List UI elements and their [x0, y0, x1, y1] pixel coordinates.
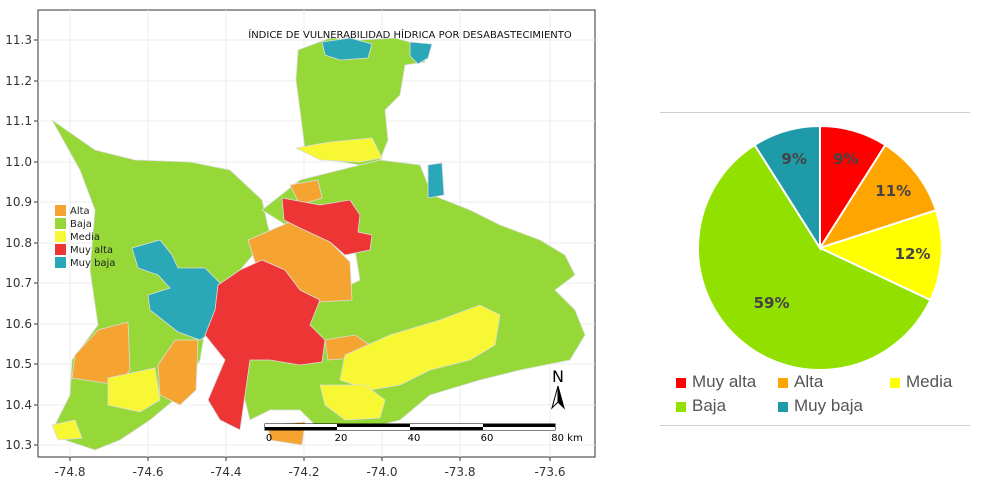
pie-data-label: 11% — [875, 182, 911, 200]
y-tick-label: 10.7 — [5, 276, 32, 290]
north-arrow: N — [551, 367, 565, 410]
x-tick-label: -73.8 — [444, 465, 475, 479]
region-alta — [157, 339, 199, 406]
pie-legend-label: Alta — [794, 372, 824, 391]
scale-bar-segment — [265, 427, 337, 430]
pie-slice-media — [817, 209, 943, 302]
region-media — [294, 137, 383, 163]
pie-data-label: 9% — [833, 150, 858, 168]
pie-slice-muy-baja — [753, 124, 821, 252]
chart-bottom-rule — [660, 425, 970, 426]
region-media — [107, 367, 161, 413]
pie-data-label: 9% — [781, 150, 806, 168]
legend-label: Baja — [70, 219, 92, 230]
pie-legend-swatch — [778, 377, 788, 388]
y-tick-label: 10.3 — [5, 438, 32, 452]
y-tick-label: 10.9 — [5, 195, 32, 209]
pie-slice-baja — [697, 143, 932, 371]
map-regions — [51, 37, 586, 451]
pie-legend-item: Media — [890, 372, 952, 392]
pie-legend-label: Muy alta — [692, 372, 757, 391]
region-muy-baja — [409, 41, 433, 65]
y-tick-label: 11.0 — [5, 155, 32, 169]
legend-label: Muy baja — [70, 258, 115, 269]
pie-data-label: 59% — [754, 294, 790, 312]
x-tick-label: -74.4 — [210, 465, 241, 479]
scale-label: 60 — [481, 433, 494, 444]
pie-legend-label: Baja — [692, 396, 727, 415]
scale-label: 0 — [266, 433, 272, 444]
pie-legend-item: Muy alta — [676, 372, 756, 392]
scale-bar-segment — [410, 427, 483, 430]
y-tick-label: 11.3 — [5, 33, 32, 47]
pie-legend-label: Media — [906, 372, 953, 391]
scale-bar-segment — [265, 424, 337, 427]
scale-bar-segment — [410, 424, 483, 427]
scale-label: 20 — [335, 433, 348, 444]
region-alta — [289, 179, 323, 206]
region-muy-baja — [427, 162, 445, 199]
pie-chart-panel: 9% 11% 12% 59% 9% Muy alta Alta Media Baja Muy b… — [660, 100, 970, 435]
scale-bar-segment — [483, 427, 555, 430]
scale-bar-segment — [337, 424, 410, 427]
y-tick-label: 10.4 — [5, 398, 32, 412]
legend-label: Media — [70, 232, 100, 243]
pie-legend-swatch — [676, 377, 686, 388]
pie-legend-swatch — [778, 401, 788, 412]
map-title: ÍNDICE DE VULNERABILIDAD HÍDRICA POR DES… — [248, 28, 572, 41]
y-tick-label: 10.5 — [5, 357, 32, 371]
x-tick-label: -74.0 — [366, 465, 397, 479]
legend-swatch — [55, 231, 66, 242]
y-tick-label: 10.6 — [5, 317, 32, 331]
pie-legend-item: Alta — [778, 372, 823, 392]
region-media — [319, 384, 386, 421]
y-tick-label: 10.8 — [5, 236, 32, 250]
scale-bar-segment — [337, 427, 410, 430]
scale-label: 80 km — [551, 433, 582, 444]
x-axis: -74.8 -74.6 -74.4 -74.2 -74.0 -73.8 -73.6 — [54, 457, 566, 479]
x-tick-label: -74.2 — [288, 465, 319, 479]
legend-label: Muy alta — [70, 245, 113, 256]
north-arrow-icon — [557, 385, 565, 410]
region-muy-alta — [204, 259, 326, 431]
pie-legend-swatch — [676, 401, 686, 412]
chart-top-rule — [660, 112, 970, 113]
x-tick-label: -74.6 — [132, 465, 163, 479]
region-muy-baja — [321, 37, 373, 61]
map-figure: ÍNDICE DE VULNERABILIDAD HÍDRICA POR DES… — [5, 9, 596, 479]
pie-legend-item: Baja — [676, 396, 726, 416]
region-muy-alta — [281, 197, 373, 256]
scale-bar: 0 20 40 60 80 km — [264, 423, 583, 444]
legend-swatch — [55, 244, 66, 255]
map-panel: ÍNDICE DE VULNERABILIDAD HÍDRICA POR DES… — [5, 9, 596, 479]
legend-label: Alta — [70, 206, 90, 217]
x-tick-label: -73.6 — [534, 465, 565, 479]
x-tick-label: -74.8 — [54, 465, 85, 479]
region-baja — [295, 37, 426, 166]
scale-label: 40 — [408, 433, 421, 444]
pie-legend-swatch — [890, 377, 900, 388]
scale-bar-segment — [483, 424, 555, 427]
y-axis: 11.3 11.2 11.1 11.0 10.9 10.8 10.7 10.6 10.5 10.4… — [5, 33, 38, 452]
pie-data-label: 12% — [895, 245, 931, 263]
legend-swatch — [55, 205, 66, 216]
north-label: N — [552, 367, 564, 386]
pie-legend-label: Muy baja — [794, 396, 863, 415]
region-media — [51, 419, 83, 441]
y-tick-label: 11.1 — [5, 114, 32, 128]
legend-swatch — [55, 218, 66, 229]
y-tick-label: 11.2 — [5, 74, 32, 88]
pie-legend-item: Muy baja — [778, 396, 863, 416]
map-legend: Alta Baja Media Muy alta Muy baja — [55, 205, 115, 269]
pie-chart: 9% 11% 12% 59% 9% — [697, 124, 943, 371]
region-muy-baja — [131, 239, 223, 341]
pie-slice-alta — [817, 143, 938, 250]
legend-swatch — [55, 257, 66, 268]
